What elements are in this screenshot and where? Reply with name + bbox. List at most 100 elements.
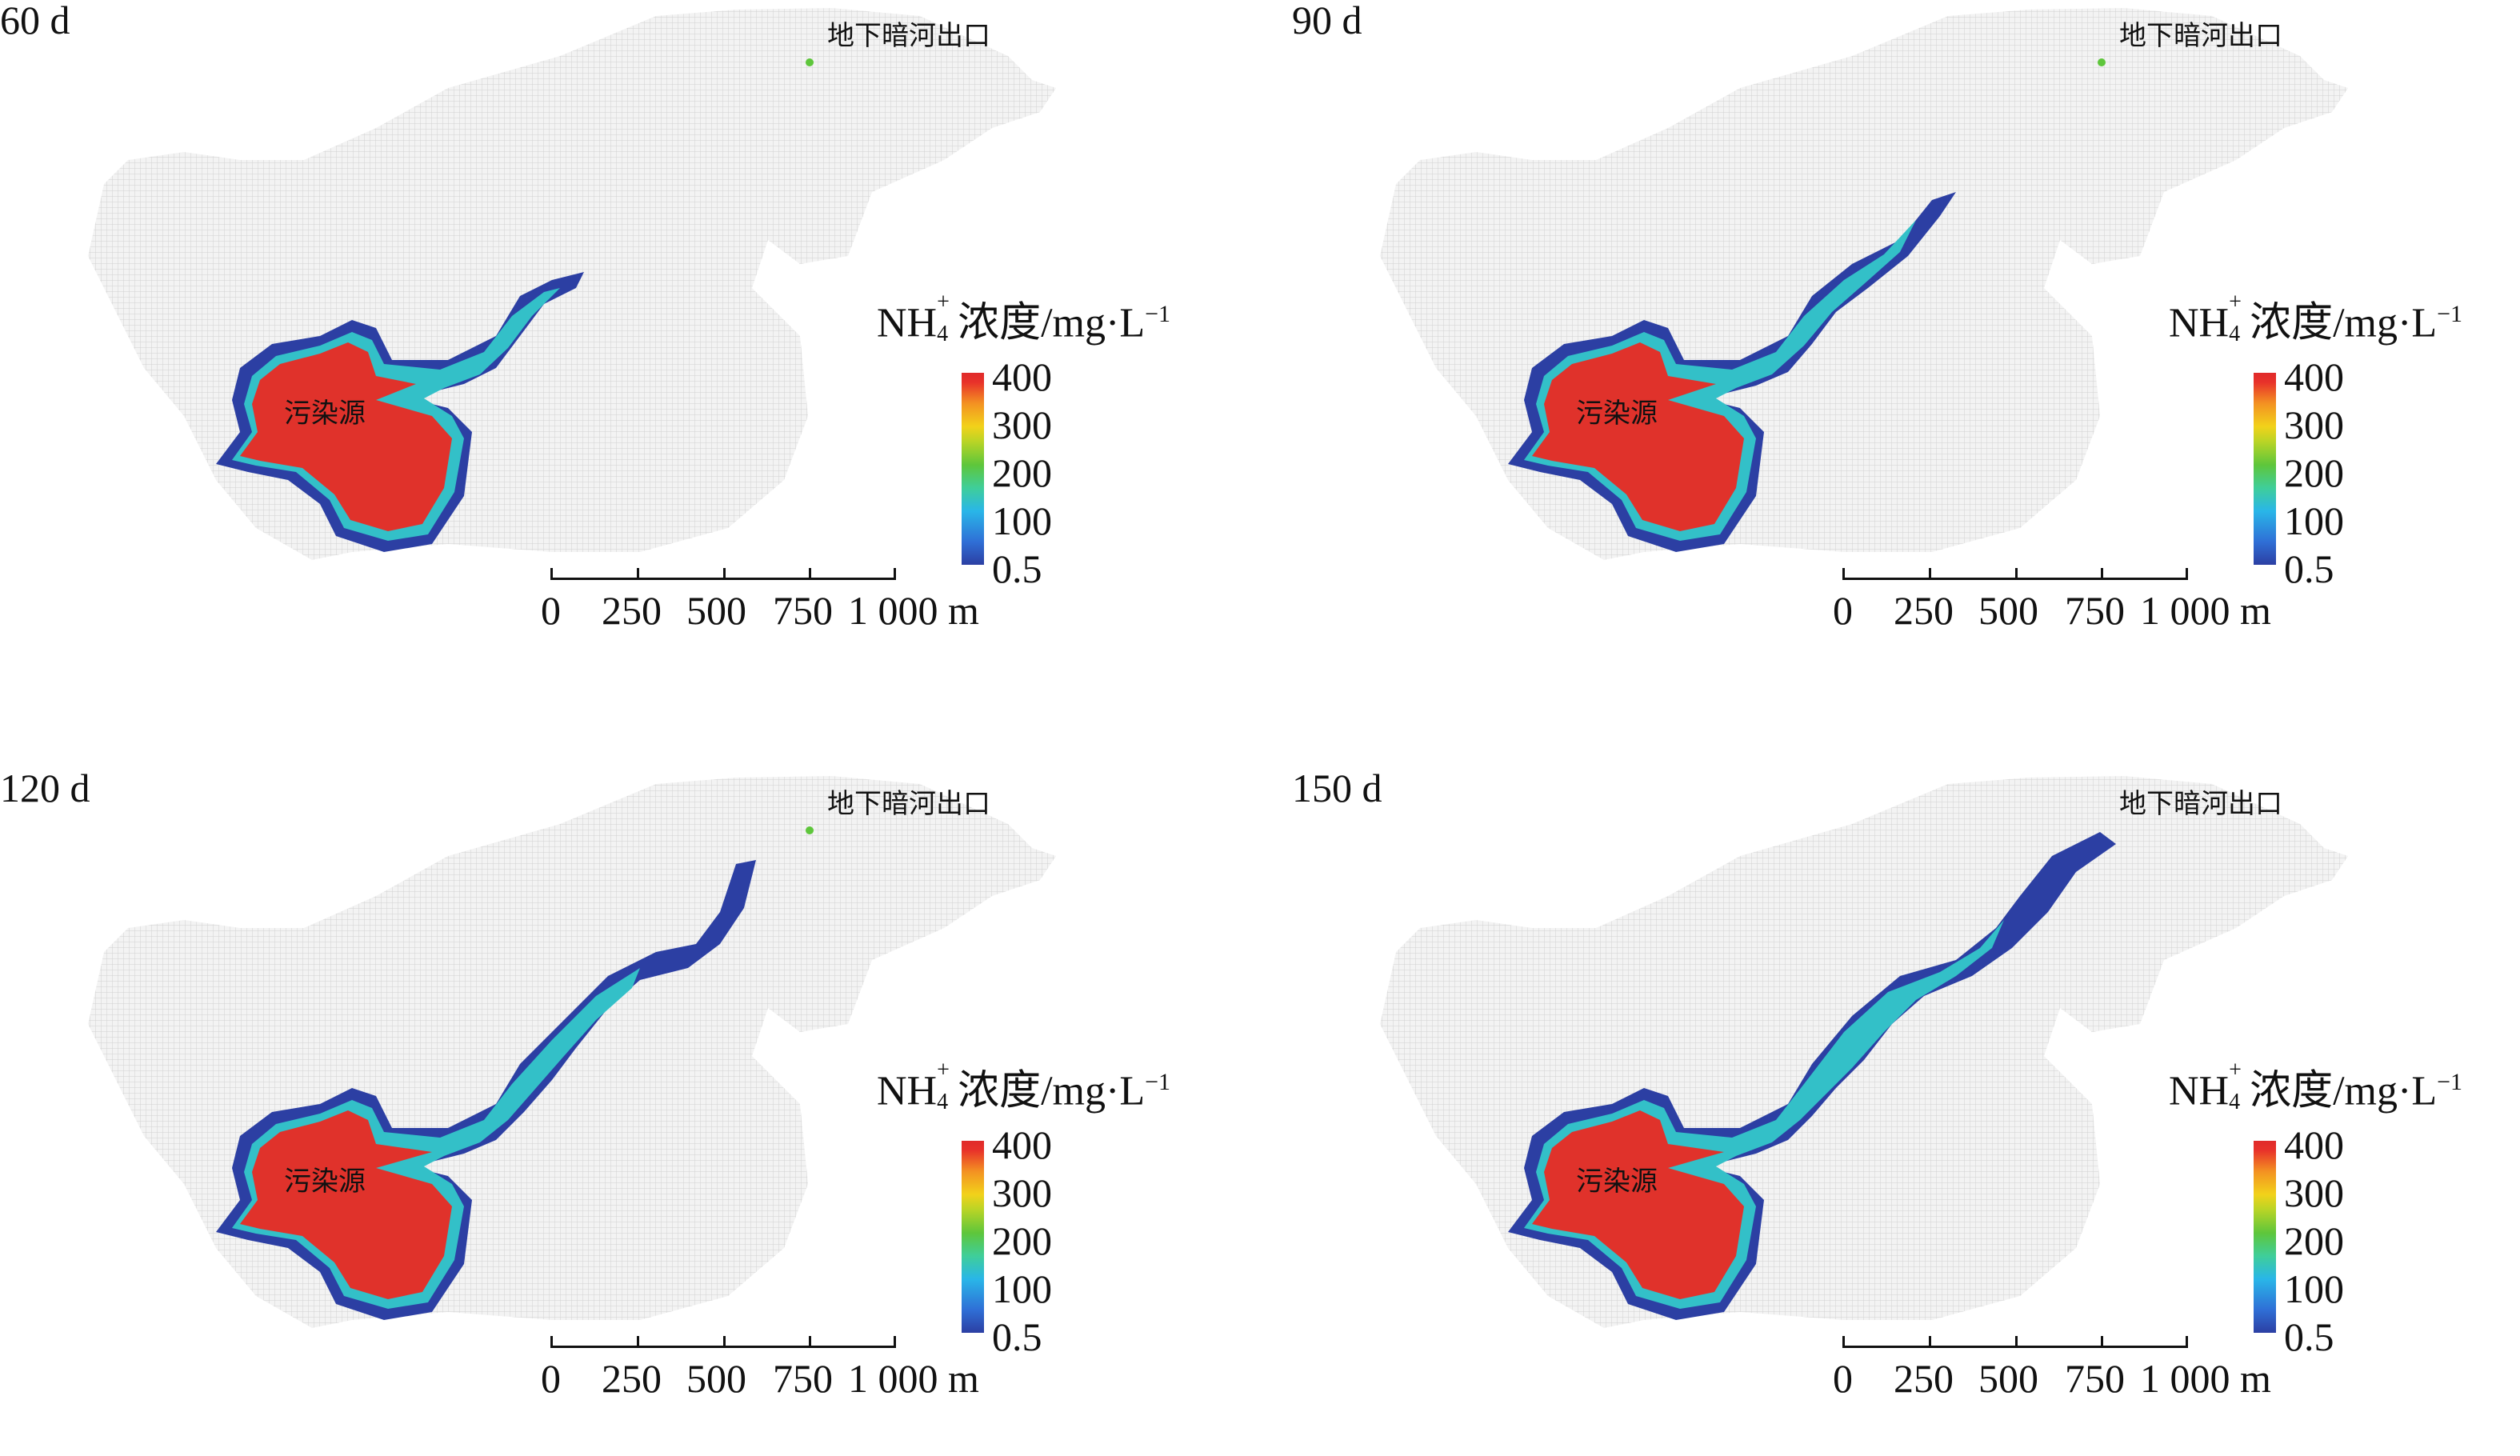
model-domain-map [88, 8, 1056, 560]
scale-bar [550, 578, 894, 580]
source-label: 污染源 [1576, 1166, 1658, 1198]
scale-label: 750 [773, 588, 833, 633]
legend-title-sub: 4 [2229, 322, 2241, 347]
scale-label: 0 [541, 1356, 561, 1401]
time-label: 120 d [0, 766, 90, 810]
legend-title-suffix: 浓度/mg·L [958, 300, 1146, 346]
colorbar-tick: 400 [992, 354, 1052, 399]
scale-tick [723, 568, 726, 580]
legend-title: NH +4 浓度/mg·L−1 [877, 291, 1171, 347]
legend-title-exp: −1 [2437, 301, 2463, 327]
colorbar-tick: 300 [992, 1170, 1052, 1215]
scale-label: 250 [1894, 1356, 1954, 1401]
scale-tick [550, 568, 553, 580]
scale-unit: m [2240, 588, 2271, 633]
scale-tick [637, 1336, 639, 1348]
legend-title-sup: + [2229, 1058, 2242, 1083]
colorbar-tick: 0.5 [992, 1314, 1042, 1359]
scale-label: 0 [1833, 588, 1853, 633]
scale-label: 750 [773, 1356, 833, 1401]
colorbar-tick: 400 [2284, 1122, 2344, 1167]
colorbar [962, 373, 984, 565]
colorbar [2254, 1141, 2276, 1333]
legend-title: NH +4 浓度/mg·L−1 [877, 1059, 1170, 1114]
colorbar-tick: 200 [2284, 450, 2344, 495]
time-label: 150 d [1292, 766, 1382, 810]
legend-title-sup: + [937, 1058, 950, 1083]
plume-core [240, 1110, 452, 1299]
panel-120d: 120 d 地下暗河出口 污染源 NH +4 浓度/mg·L−1 400 300 … [0, 768, 1260, 1456]
scale-label: 750 [2065, 588, 2125, 633]
colorbar-tick: 200 [992, 450, 1052, 495]
legend-title: NH +4 浓度/mg·L−1 [2169, 291, 2463, 347]
legend-title-sup: + [937, 290, 950, 315]
scale-label: 500 [1978, 588, 2038, 633]
scale-tick [1929, 1336, 1931, 1348]
legend-title-prefix: NH [877, 300, 938, 346]
legend-title-prefix: NH [877, 1068, 938, 1114]
outlet-label: 地下暗河出口 [2119, 788, 2282, 820]
scale-bar [550, 1346, 894, 1348]
source-label: 污染源 [1576, 398, 1658, 430]
scale-tick [2186, 568, 2188, 580]
legend-title-ion: +4 [2229, 1059, 2250, 1114]
scale-label: 750 [2065, 1356, 2125, 1401]
scale-label: 0 [1833, 1356, 1853, 1401]
scale-tick [2101, 568, 2103, 580]
colorbar-tick: 400 [2284, 354, 2344, 399]
scale-label-value: 1 000 [2140, 1356, 2230, 1401]
scale-label: 1 000 m [848, 590, 979, 630]
scale-label-value: 1 000 [848, 1356, 938, 1401]
colorbar-tick: 100 [2284, 1266, 2344, 1311]
model-domain-map [1380, 8, 2348, 560]
colorbar-tick: 300 [2284, 402, 2344, 447]
scale-tick [2015, 568, 2018, 580]
scale-label: 250 [602, 1356, 662, 1401]
model-domain-map [1380, 776, 2348, 1328]
scale-unit: m [2240, 1356, 2271, 1401]
colorbar-tick: 200 [992, 1218, 1052, 1263]
legend-title-exp: −1 [2437, 1069, 2463, 1095]
legend-title: NH +4 浓度/mg·L−1 [2169, 1059, 2463, 1114]
colorbar [2254, 373, 2276, 565]
scale-tick [1842, 568, 1845, 580]
panel-90d: 90 d 地下暗河出口 污染源 NH +4 浓度/mg·L−1 400 300 2… [1292, 0, 2520, 688]
colorbar-tick: 0.5 [2284, 546, 2334, 591]
scale-tick [550, 1336, 553, 1348]
scale-tick [637, 568, 639, 580]
legend-title-suffix: 浓度/mg·L [2250, 300, 2438, 346]
plume-core [240, 342, 452, 531]
scale-unit: m [948, 1356, 979, 1401]
source-label: 污染源 [284, 1166, 366, 1198]
scale-tick [2015, 1336, 2018, 1348]
colorbar-tick: 300 [992, 402, 1052, 447]
source-label: 污染源 [284, 398, 366, 430]
time-label: 60 d [0, 0, 70, 42]
colorbar-tick: 300 [2284, 1170, 2344, 1215]
scale-label: 0 [541, 588, 561, 633]
legend-title-ion: +4 [2229, 291, 2250, 347]
legend-title-exp: −1 [1145, 301, 1171, 327]
outlet-label: 地下暗河出口 [827, 788, 990, 820]
legend-title-sub: 4 [937, 322, 949, 347]
scale-label: 250 [602, 588, 662, 633]
scale-label: 1 000 m [2140, 590, 2271, 630]
scale-tick [2186, 1336, 2188, 1348]
plume-core [1532, 342, 1744, 531]
legend-title-prefix: NH [2169, 1068, 2230, 1114]
outlet-label: 地下暗河出口 [2119, 20, 2282, 52]
outlet-label: 地下暗河出口 [827, 20, 990, 52]
model-domain-map [88, 776, 1056, 1328]
time-label: 90 d [1292, 0, 1362, 42]
scale-bar [1842, 1346, 2186, 1348]
scale-tick [809, 568, 811, 580]
scale-tick [894, 568, 896, 580]
colorbar-tick: 0.5 [2284, 1314, 2334, 1359]
scale-tick [2101, 1336, 2103, 1348]
scale-label: 500 [1978, 1356, 2038, 1401]
colorbar-tick: 100 [2284, 498, 2344, 543]
scale-tick [894, 1336, 896, 1348]
colorbar-tick: 100 [992, 498, 1052, 543]
panel-150d: 150 d 地下暗河出口 污染源 NH +4 浓度/mg·L−1 400 300 … [1292, 768, 2520, 1456]
outlet-marker [2098, 58, 2106, 66]
